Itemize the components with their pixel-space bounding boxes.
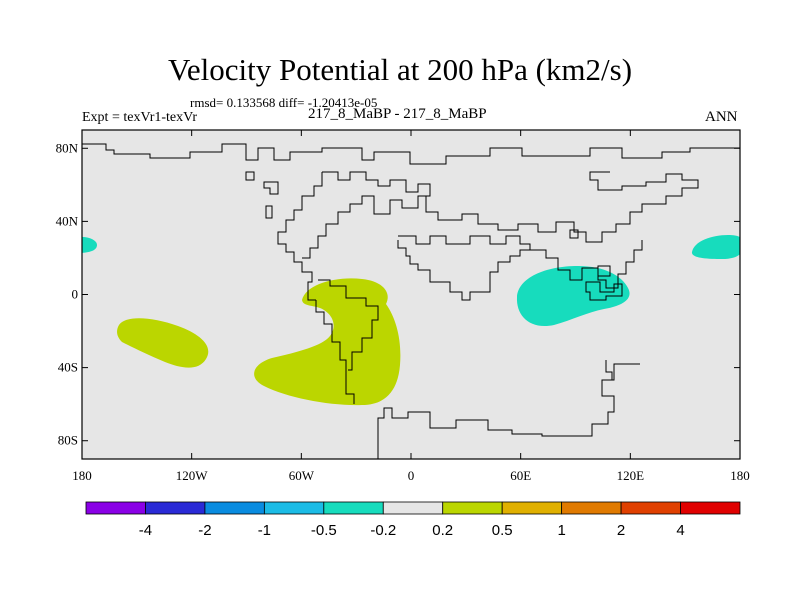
lat-tick-label: 40N bbox=[56, 213, 79, 228]
negative-anomaly-west-pacific bbox=[691, 235, 740, 259]
colorbar-label: 2 bbox=[617, 522, 625, 539]
coastline-australia bbox=[605, 360, 613, 380]
colorbar-swatch bbox=[382, 501, 444, 515]
lat-tick-label: 40S bbox=[58, 360, 78, 375]
anomaly-layer bbox=[82, 235, 740, 406]
colorbar: -4 -2 -1 -0.5 -0.2 0.2 0.5 1 2 4 bbox=[85, 501, 741, 539]
positive-anomaly-south-pacific bbox=[117, 318, 209, 368]
stats-label: rmsd= 0.133568 diff= -1.20413e-05 bbox=[190, 95, 378, 110]
coastline-south-america bbox=[315, 300, 355, 404]
coastlines bbox=[82, 143, 740, 459]
case-label: 217_8_MaBP - 217_8_MaBP bbox=[308, 106, 487, 122]
coastline-eurasia bbox=[418, 171, 699, 243]
colorbar-label: -0.5 bbox=[311, 522, 337, 539]
colorbar-label: -2 bbox=[198, 522, 211, 539]
colorbar-label: -1 bbox=[258, 522, 271, 539]
coastline-africa bbox=[397, 235, 531, 301]
map-background bbox=[82, 130, 740, 459]
coastline-arctic bbox=[82, 143, 740, 165]
lon-tick-label: 120E bbox=[617, 468, 645, 483]
negative-anomaly-indian-ocean bbox=[516, 266, 630, 327]
coastline-east-asia bbox=[569, 229, 579, 239]
lon-tick-label: 60E bbox=[510, 468, 531, 483]
lon-tick-label: 120W bbox=[176, 468, 209, 483]
colorbar-label: -4 bbox=[139, 522, 152, 539]
lon-tick-label: 60W bbox=[289, 468, 315, 483]
negative-anomaly-dateline-edge bbox=[82, 236, 97, 253]
colorbar-swatch bbox=[85, 501, 146, 515]
lon-tick-label: 180 bbox=[72, 468, 92, 483]
experiment-label: Expt = texVr1-texVr bbox=[82, 110, 198, 125]
coastline-maritime-continent bbox=[585, 265, 623, 301]
colorbar-swatch bbox=[620, 501, 681, 515]
coastline-north-america-east bbox=[302, 171, 431, 259]
colorbar-label: 0.5 bbox=[492, 522, 513, 539]
colorbar-label: 1 bbox=[557, 522, 565, 539]
coastline-north-america bbox=[277, 172, 323, 301]
colorbar-swatch bbox=[561, 501, 622, 515]
colorbar-swatch bbox=[263, 501, 325, 515]
colorbar-swatch bbox=[442, 501, 503, 515]
colorbar-label: -0.2 bbox=[370, 522, 396, 539]
coastline-greenland bbox=[245, 171, 279, 219]
axis-ticks: 80N 40N 0 40S 80S 180 120W 60W 0 60E 120E 180 bbox=[56, 130, 750, 483]
lat-tick-label: 80S bbox=[58, 433, 78, 448]
colorbar-label: 4 bbox=[676, 522, 684, 539]
coastline-south-america-east bbox=[318, 279, 379, 371]
colorbar-swatch bbox=[680, 501, 741, 515]
lat-tick-label: 80N bbox=[56, 140, 79, 155]
colorbar-swatch bbox=[145, 501, 206, 515]
colorbar-swatch bbox=[501, 501, 563, 515]
coastline-antarctica bbox=[377, 363, 640, 459]
season-label: ANN bbox=[705, 109, 738, 125]
lon-tick-label: 180 bbox=[730, 468, 750, 483]
lat-tick-label: 0 bbox=[72, 287, 79, 302]
lon-tick-label: 0 bbox=[408, 468, 415, 483]
figure-title: Velocity Potential at 200 hPa (km2/s) bbox=[167, 52, 633, 87]
coastline-asia-south bbox=[530, 240, 643, 289]
positive-anomaly-south-america-atlantic bbox=[254, 278, 401, 406]
colorbar-swatch bbox=[204, 501, 265, 515]
colorbar-swatch bbox=[323, 501, 384, 515]
colorbar-label: 0.2 bbox=[432, 522, 453, 539]
